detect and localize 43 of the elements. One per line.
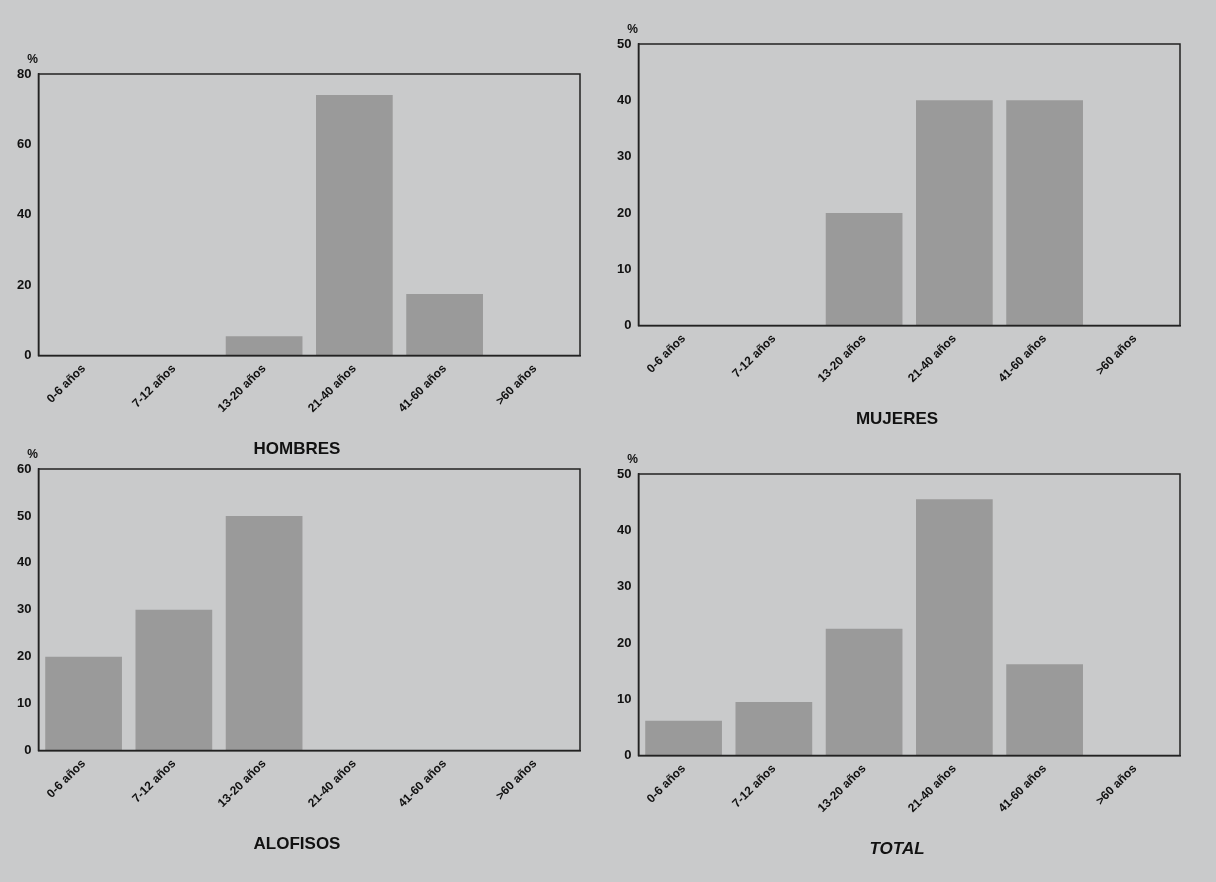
y-tick-label: 40 xyxy=(16,206,32,222)
bar xyxy=(645,720,722,756)
y-tick-label: 50 xyxy=(616,35,632,51)
text: HOMBRES xyxy=(253,439,341,459)
bar xyxy=(225,515,303,751)
bar xyxy=(225,336,303,356)
y-tick-label: 60 xyxy=(16,460,32,476)
y-tick-label: 40 xyxy=(616,521,632,537)
y-tick-label: 0 xyxy=(24,742,32,758)
y-tick-label: 30 xyxy=(616,578,632,594)
y-axis-title: % xyxy=(627,22,639,37)
y-tick-label: 0 xyxy=(624,317,632,333)
y-tick-label: 40 xyxy=(16,554,32,570)
text: TOTAL xyxy=(869,839,925,859)
y-tick-label: 10 xyxy=(16,695,32,711)
y-tick-label: 20 xyxy=(616,204,632,220)
y-tick-label: 30 xyxy=(16,601,32,617)
bar xyxy=(45,656,122,751)
bar xyxy=(735,702,813,756)
y-tick-label: 0 xyxy=(624,747,632,763)
bar xyxy=(1006,664,1083,756)
y-axis-title: % xyxy=(627,452,639,467)
bar xyxy=(135,609,213,751)
y-tick-label: 10 xyxy=(616,690,632,706)
bar xyxy=(916,499,993,756)
text: ALOFISOS xyxy=(253,834,341,854)
y-tick-label: 20 xyxy=(16,276,32,292)
bar xyxy=(406,293,483,356)
y-tick-label: 50 xyxy=(16,507,32,523)
y-tick-label: 80 xyxy=(16,65,32,81)
bar xyxy=(316,95,393,356)
y-tick-label: 40 xyxy=(616,91,632,107)
y-tick-label: 20 xyxy=(16,648,32,664)
y-tick-label: 10 xyxy=(616,260,632,276)
y-tick-label: 20 xyxy=(616,634,632,650)
y-axis-title: % xyxy=(27,52,39,67)
y-tick-label: 60 xyxy=(16,135,32,151)
y-tick-label: 50 xyxy=(616,465,632,481)
bar xyxy=(825,628,903,756)
y-tick-label: 30 xyxy=(616,148,632,164)
y-tick-label: 0 xyxy=(24,347,32,363)
y-axis-title: % xyxy=(27,447,39,462)
text: MUJERES xyxy=(855,409,939,429)
